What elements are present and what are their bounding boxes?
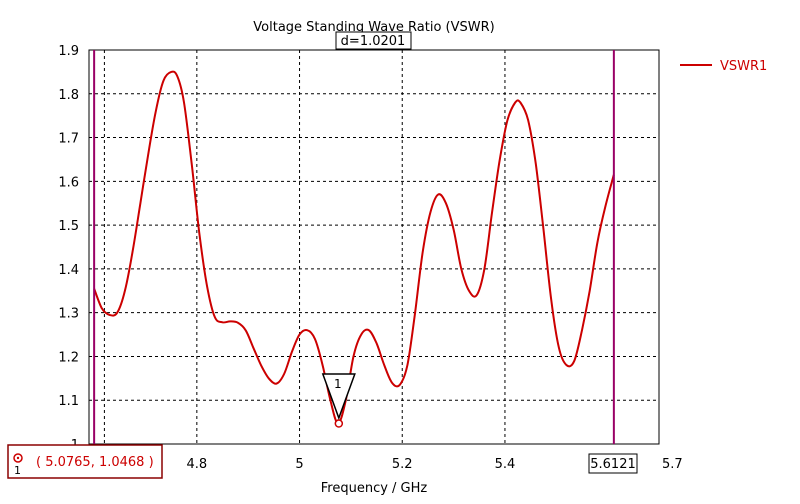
marker-layer: d=1.0201 5.6121 1 1 ( 5.0765, 1.0468 ) bbox=[7, 31, 638, 479]
x-tick-label: 5.2 bbox=[392, 457, 413, 472]
y-tick-label: 1.2 bbox=[58, 350, 79, 365]
marker-readout-icon-dot bbox=[16, 456, 20, 460]
x-tick-label: 5 bbox=[295, 457, 303, 472]
point-marker-triangle bbox=[321, 373, 356, 421]
y-axis-ticks: 11.11.21.31.41.51.61.71.81.9 bbox=[58, 44, 79, 453]
point-marker-circle bbox=[334, 419, 344, 428]
y-tick-label: 1.9 bbox=[58, 44, 79, 59]
x-tick-label: 5.7 bbox=[662, 457, 683, 472]
marker-readout-id: 1 bbox=[14, 464, 21, 477]
right-marker-frequency-box bbox=[588, 453, 638, 474]
marker-readout-text: ( 5.0765, 1.0468 ) bbox=[36, 455, 154, 470]
grid-lines bbox=[89, 50, 659, 444]
y-tick-label: 1.8 bbox=[58, 88, 79, 103]
legend-label-vswr1: VSWR1 bbox=[720, 59, 767, 74]
point-marker-1[interactable]: 1 bbox=[321, 373, 356, 428]
y-tick-label: 1.7 bbox=[58, 132, 79, 147]
x-tick-label: 5.4 bbox=[495, 457, 516, 472]
delta-label-text: d=1.0201 bbox=[341, 34, 406, 49]
x-axis-label: Frequency / GHz bbox=[321, 481, 428, 496]
x-axis-ticks: 4.8 5 5.2 5.4 5.7 bbox=[186, 457, 682, 472]
y-tick-label: 1.3 bbox=[58, 307, 79, 322]
right-marker-frequency: 5.6121 bbox=[588, 453, 638, 474]
right-marker-frequency-text: 5.6121 bbox=[590, 457, 636, 472]
y-tick-label: 1.6 bbox=[58, 175, 79, 190]
chart-title: Voltage Standing Wave Ratio (VSWR) bbox=[253, 20, 494, 35]
y-tick-label: 1.5 bbox=[58, 219, 79, 234]
x-tick-label: 4.8 bbox=[186, 457, 207, 472]
point-marker-id: 1 bbox=[334, 377, 342, 391]
y-tick-label: 1.4 bbox=[58, 263, 79, 278]
y-tick-label: 1.1 bbox=[58, 394, 79, 409]
delta-label: d=1.0201 bbox=[335, 31, 412, 50]
marker-readout[interactable]: 1 ( 5.0765, 1.0468 ) bbox=[7, 444, 163, 479]
delta-label-box bbox=[335, 31, 412, 50]
plot-area bbox=[88, 49, 660, 445]
series-line-vswr1 bbox=[93, 70, 615, 425]
series-layer bbox=[93, 70, 615, 425]
marker-readout-box bbox=[7, 444, 163, 479]
legend[interactable]: VSWR1 bbox=[680, 59, 767, 74]
